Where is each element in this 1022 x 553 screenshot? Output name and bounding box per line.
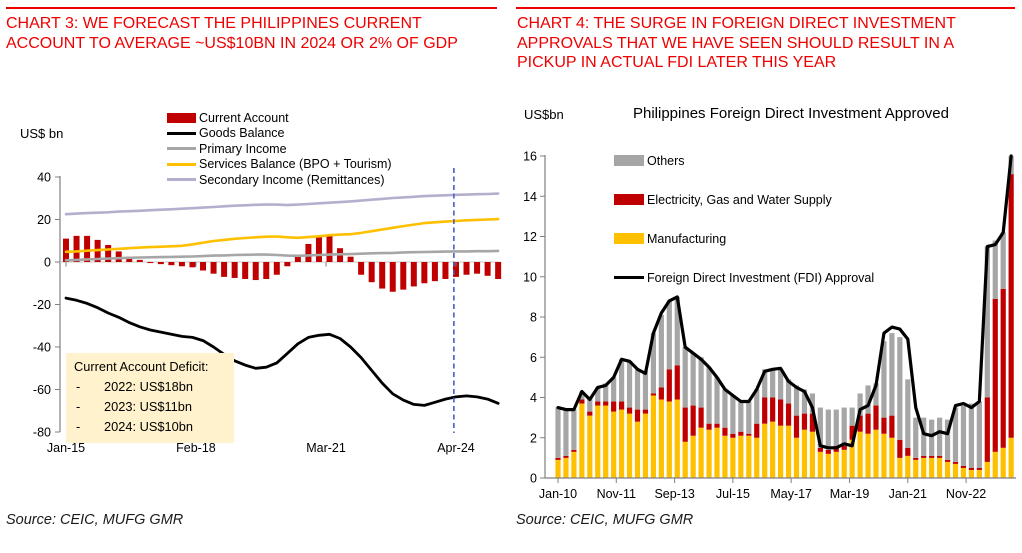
primary-income-line [64,249,500,262]
svg-text:-80: -80 [33,426,51,440]
legend-label: Electricity, Gas and Water Supply [647,192,832,207]
svg-text:12: 12 [523,230,537,244]
annotation-bullet: - 2024: US$10bn [72,417,228,437]
svg-text:-20: -20 [33,298,51,312]
svg-text:0: 0 [530,472,537,486]
legend-label: Current Account [199,110,289,125]
chart4-top-rule [516,7,1015,9]
svg-text:May-17: May-17 [770,487,812,501]
chart3-y-axis-unit: US$ bn [20,126,64,141]
legend-item-manufacturing: Manufacturing [614,219,874,258]
bullet-text: 2024: US$10bn [104,418,193,434]
chart4-figure-title: Philippines Foreign Direct Investment Ap… [633,105,949,122]
chart4-y-axis-unit: US$bn [524,107,564,122]
svg-text:40: 40 [37,171,51,185]
svg-text:Jan-21: Jan-21 [889,487,927,501]
legend-item-others: Others [614,141,874,180]
svg-text:14: 14 [523,190,537,204]
svg-text:Nov-22: Nov-22 [946,487,986,501]
legend-label: Primary Income [199,141,287,156]
electricity-gas-and-water-supply-swatch [614,194,644,205]
svg-text:2: 2 [530,431,537,445]
svg-text:-40: -40 [33,341,51,355]
services-balance-bpo-tourism-swatch [167,162,196,166]
chart3-panel: CHART 3: WE FORECAST THE PHILIPPINES CUR… [6,7,502,528]
svg-text:4: 4 [530,391,537,405]
others-swatch [614,155,644,166]
legend-label: Others [647,153,685,168]
primary-income-swatch [167,147,196,151]
chart4-legend: Others Electricity, Gas and Water Supply M… [614,141,874,297]
secondary-income-remittances-line [64,192,500,216]
legend-label: Secondary Income (Remittances) [199,172,385,187]
legend-item-current-account: Current Account [167,110,392,126]
legend-item-services-balance-bpo-tourism: Services Balance (BPO + Tourism) [167,157,392,173]
current-account-swatch [167,112,196,123]
legend-label: Manufacturing [647,231,727,246]
svg-text:16: 16 [523,150,537,164]
foreign-direct-investment-fdi-approval-swatch [614,275,644,280]
svg-text:Jan-15: Jan-15 [47,441,85,455]
chart3-legend: Current Account Goods Balance Primary Inco… [167,110,392,188]
svg-text:Feb-18: Feb-18 [176,441,216,455]
svg-text:Apr-24: Apr-24 [437,441,475,455]
legend-item-secondary-income-remittances: Secondary Income (Remittances) [167,172,392,188]
bullet-dash: - [76,398,81,414]
legend-item-primary-income: Primary Income [167,141,392,157]
fdi-stacked-bars [555,156,1014,478]
svg-text:6: 6 [530,351,537,365]
svg-text:20: 20 [37,213,51,227]
annotation-bullets: - 2022: US$18bn - 2023: US$11bn - 2024: US$10… [72,377,228,436]
chart3-annotation-box: Current Account Deficit: -2022: US$18bn -… [66,353,234,443]
svg-text:Mar-19: Mar-19 [830,487,870,501]
legend-label: Services Balance (BPO + Tourism) [199,157,392,172]
secondary-income-remittances-swatch [167,178,196,182]
legend-label: Foreign Direct Investment (FDI) Approval [647,270,875,285]
legend-label: Goods Balance [199,126,285,141]
svg-text:-60: -60 [33,383,51,397]
goods-balance-line [64,296,500,407]
chart4-source: Source: CEIC, MUFG GMR [516,512,694,528]
bullet-dash: - [76,418,81,434]
annotation-bullet: - 2023: US$11bn [72,397,228,417]
services-balance-bpo-tourism-line [64,217,500,254]
annotation-bullet: - 2022: US$18bn [72,377,228,397]
chart3-top-rule [6,7,497,9]
bullet-text: 2023: US$11bn [104,398,192,414]
svg-text:Sep-13: Sep-13 [654,487,694,501]
current-account-bars [63,235,502,292]
svg-text:Nov-11: Nov-11 [597,487,636,501]
manufacturing-swatch [614,233,644,244]
legend-item-foreign-direct-investment-fdi-approval: Foreign Direct Investment (FDI) Approval [614,258,874,297]
bullet-text: 2022: US$18bn [104,379,193,394]
svg-text:10: 10 [523,270,537,284]
chart4-panel: CHART 4: THE SURGE IN FOREIGN DIRECT INV… [511,0,1022,553]
legend-item-electricity-gas-and-water-supply: Electricity, Gas and Water Supply [614,180,874,219]
goods-balance-swatch [167,131,196,135]
foreign-direct-investment-fdi-approval-line [556,154,1013,450]
bullet-dash: - [76,379,81,394]
legend-item-goods-balance: Goods Balance [167,126,392,142]
svg-text:Jan-10: Jan-10 [539,487,577,501]
svg-text:Mar-21: Mar-21 [306,441,346,455]
chart3-title: CHART 3: WE FORECAST THE PHILIPPINES CUR… [6,15,458,52]
svg-text:Jul-15: Jul-15 [716,487,750,501]
chart3-source: Source: CEIC, MUFG GMR [6,512,184,528]
chart4-title: CHART 4: THE SURGE IN FOREIGN DIRECT INV… [517,15,956,72]
svg-text:0: 0 [44,256,51,270]
svg-text:8: 8 [530,311,537,325]
annotation-title: Current Account Deficit: [74,359,209,374]
